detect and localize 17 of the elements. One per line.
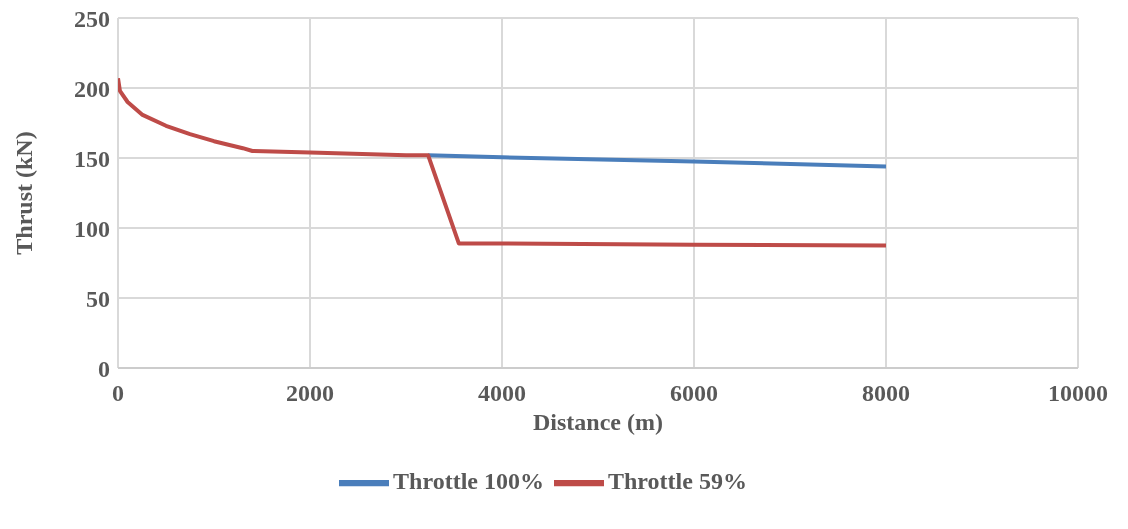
y-tick-label: 250 — [74, 5, 110, 32]
y-tick-label: 50 — [86, 285, 110, 312]
x-axis-title: Distance (m) — [533, 409, 663, 436]
y-tick-label: 150 — [74, 145, 110, 172]
legend-label: Throttle 100% — [393, 467, 544, 494]
legend-label: Throttle 59% — [608, 467, 747, 494]
line-series — [426, 153, 888, 169]
y-axis-title: Thrust (kN) — [10, 131, 37, 255]
line-series — [118, 76, 888, 248]
y-tick-label: 0 — [98, 355, 110, 382]
x-tick-label: 4000 — [478, 380, 526, 407]
y-tick-label: 100 — [74, 215, 110, 242]
x-tick-label: 10000 — [1048, 380, 1108, 407]
x-tick-label: 8000 — [862, 380, 910, 407]
x-tick-label: 6000 — [670, 380, 718, 407]
y-tick-label: 200 — [74, 75, 110, 102]
x-tick-label: 2000 — [286, 380, 334, 407]
